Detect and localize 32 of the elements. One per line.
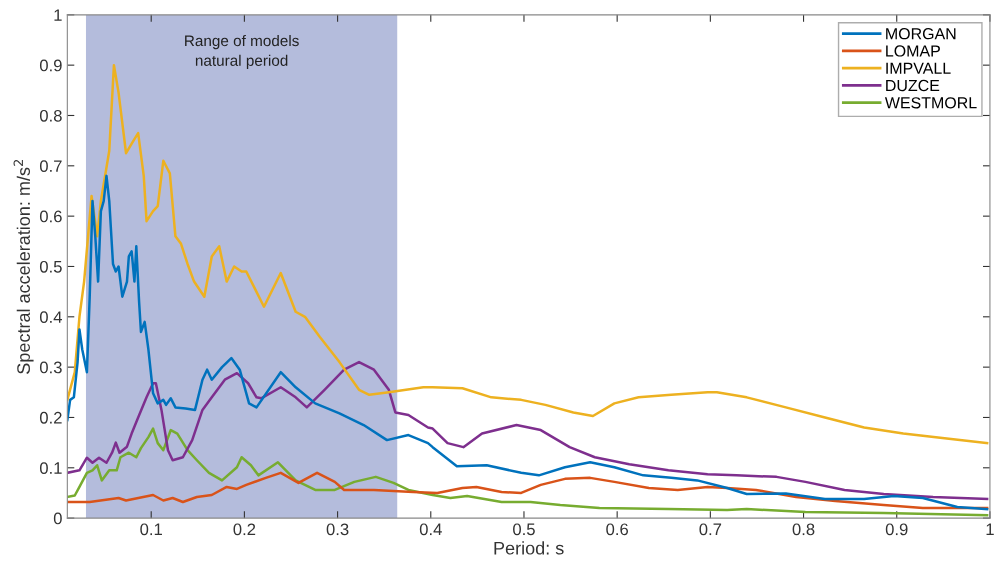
legend-label: MORGAN	[886, 28, 956, 40]
line-series	[67, 360, 989, 501]
y-tick-label: 0.1	[39, 462, 62, 474]
y-tick-label: 0.6	[39, 210, 62, 223]
x-tick-label: 0.2	[233, 523, 256, 536]
y-tick-label: 0.7	[39, 160, 62, 173]
x-tick-label: 1	[986, 523, 994, 536]
line-series	[67, 174, 989, 511]
legend-label: LOMAP	[886, 45, 940, 57]
x-axis-title: Period: s	[494, 541, 564, 555]
x-tick-label: 0.5	[513, 523, 535, 536]
y-tick-label: 1	[54, 9, 62, 21]
x-tick-label: 0.9	[885, 523, 908, 536]
x-tick-label: 0.7	[699, 523, 722, 536]
x-tick-label: 0.4	[419, 523, 442, 536]
line-series	[67, 471, 989, 510]
legend-label: WESTMORL	[884, 97, 977, 109]
y-axis-title: Spectral acceleration: m/s$^{2}$	[13, 160, 34, 374]
y-tick-label: 0.9	[39, 59, 62, 72]
legend-label: DUZCE	[886, 79, 940, 92]
x-tick-label: 0.8	[792, 523, 815, 536]
y-tick-label: 0.8	[39, 109, 62, 122]
legend-label: IMPVALL	[886, 62, 951, 74]
band-label: Range of models natural period	[185, 34, 299, 69]
x-tick-label: 0.6	[606, 523, 629, 536]
x-tick-label: 0.3	[326, 523, 349, 536]
y-tick-label: 0.4	[39, 311, 62, 324]
y-tick-label: 0.5	[39, 260, 62, 273]
y-tick-label: 0	[53, 512, 62, 525]
x-tick-label: 0.1	[140, 523, 162, 536]
y-tick-label: 0.3	[39, 361, 62, 374]
y-tick-label: 0.2	[39, 411, 62, 424]
